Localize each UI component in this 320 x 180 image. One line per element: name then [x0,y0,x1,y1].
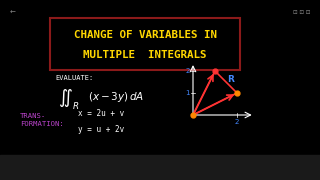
Text: TRANS-
FORMATION:: TRANS- FORMATION: [20,113,64,127]
Text: ←: ← [10,10,16,16]
Text: y = u + 2v: y = u + 2v [78,125,124,134]
Bar [0,155,320,180]
Text: MULTIPLE  INTEGRALS: MULTIPLE INTEGRALS [83,50,207,60]
Text: EVALUATE:: EVALUATE: [55,75,93,81]
Text: ⊡ ⊡ ⊡: ⊡ ⊡ ⊡ [292,10,310,15]
Text: 1: 1 [185,90,190,96]
Text: CHANGE OF VARIABLES IN: CHANGE OF VARIABLES IN [74,30,217,40]
Text: x = 2u + v: x = 2u + v [78,109,124,118]
Bar [50,18,240,70]
Text: $\iint_R$: $\iint_R$ [58,88,79,112]
Text: R: R [227,75,234,84]
Text: 2: 2 [235,119,239,125]
Text: $(x-3y)\,dA$: $(x-3y)\,dA$ [88,90,144,104]
Text: 2: 2 [185,68,190,74]
